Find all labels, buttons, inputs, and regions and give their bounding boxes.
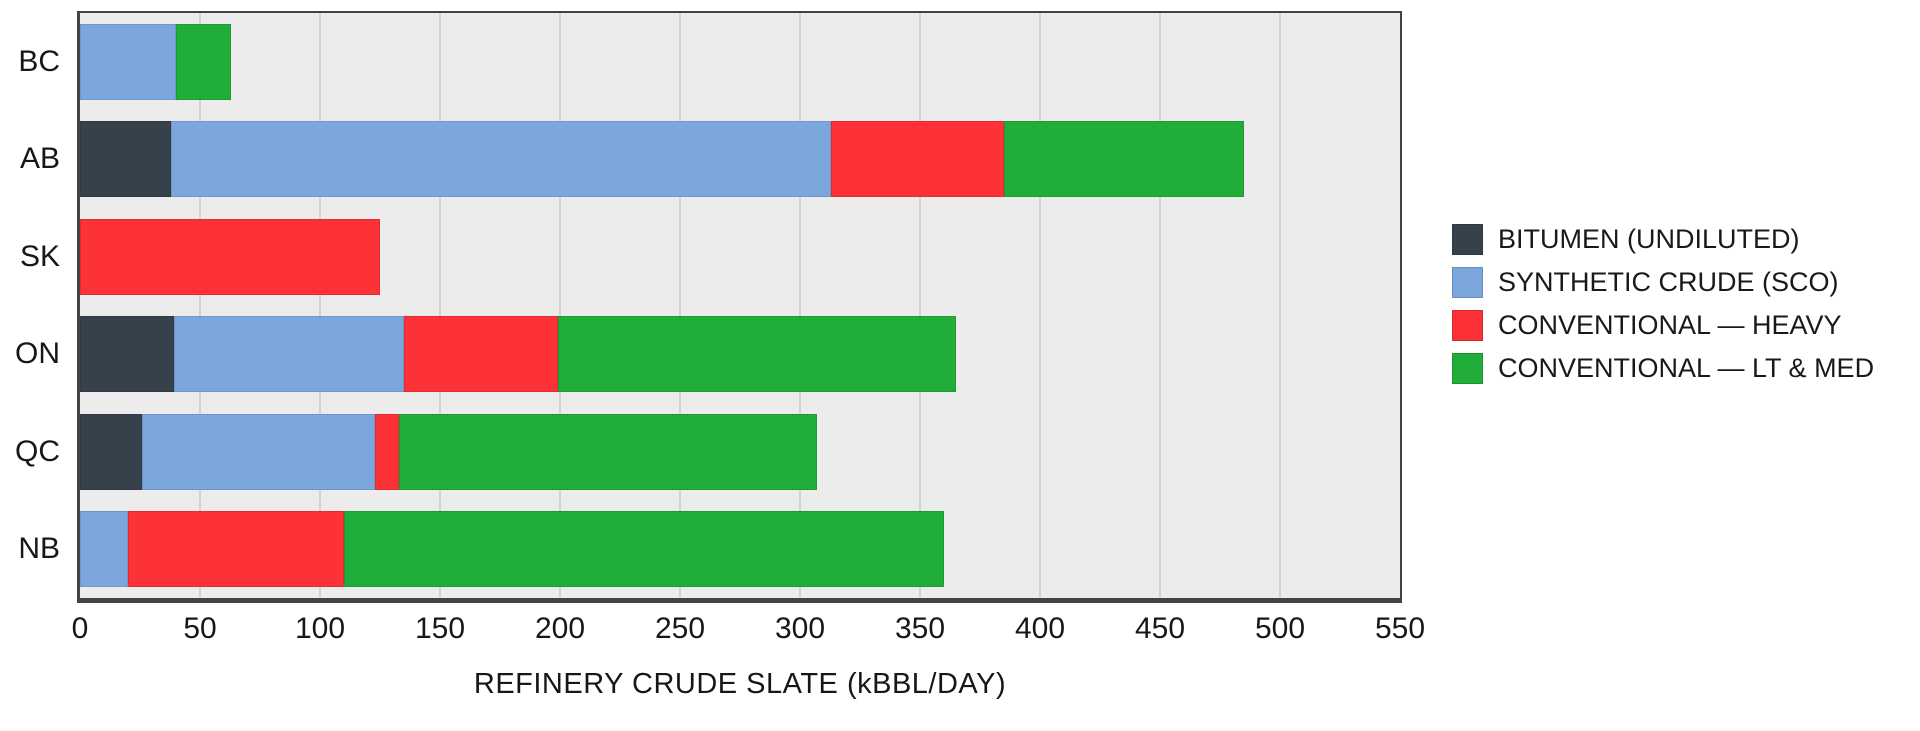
bar-segment — [80, 23, 176, 100]
gridline — [679, 13, 681, 598]
bar-row-qc — [80, 413, 1400, 490]
y-axis-label: BC — [18, 44, 60, 78]
legend-swatch — [1452, 353, 1483, 384]
x-tick-label: 450 — [1134, 612, 1186, 645]
y-axis-label: SK — [19, 239, 60, 273]
legend-swatch — [1452, 224, 1483, 255]
gridline — [919, 13, 921, 598]
bar-segment — [80, 413, 143, 490]
x-axis-title: REFINERY CRUDE SLATE (kBBL/DAY) — [473, 668, 1007, 700]
bar-segment — [557, 316, 956, 393]
bar-segment — [128, 511, 344, 588]
legend-swatch — [1452, 267, 1483, 298]
legend: BITUMEN (UNDILUTED) SYNTHETIC CRUDE (SCO)… — [1452, 224, 1874, 396]
gridline — [319, 13, 321, 598]
bar-segment — [142, 413, 376, 490]
legend-item: SYNTHETIC CRUDE (SCO) — [1452, 267, 1874, 298]
bar-segment — [344, 511, 944, 588]
gridline — [439, 13, 441, 598]
bar-segment — [173, 316, 404, 393]
plot-area — [77, 11, 1402, 603]
bar-segment — [171, 121, 832, 198]
y-axis-label: ON — [15, 337, 60, 371]
bar-segment — [1004, 121, 1244, 198]
x-tick-label: 300 — [774, 612, 826, 645]
bar-segment — [404, 316, 558, 393]
bar-row-sk — [80, 218, 1400, 295]
x-tick-label: 350 — [894, 612, 946, 645]
y-axis-label: NB — [18, 532, 60, 566]
x-tick-label: 550 — [1374, 612, 1426, 645]
bar-row-nb — [80, 511, 1400, 588]
gridline — [1279, 13, 1281, 598]
x-tick-label: 500 — [1254, 612, 1306, 645]
legend-label: BITUMEN (UNDILUTED) — [1498, 224, 1800, 254]
gridline — [559, 13, 561, 598]
legend-item: BITUMEN (UNDILUTED) — [1452, 224, 1874, 255]
bar-row-on — [80, 316, 1400, 393]
x-tick-label: 0 — [71, 612, 89, 645]
legend-swatch — [1452, 310, 1483, 341]
x-tick-label: 250 — [654, 612, 706, 645]
gridline — [199, 13, 201, 598]
bar-row-ab — [80, 121, 1400, 198]
x-tick-label: 400 — [1014, 612, 1066, 645]
bar-segment — [375, 413, 400, 490]
legend-item: CONVENTIONAL — LT & MED — [1452, 353, 1874, 384]
legend-label: CONVENTIONAL — LT & MED — [1498, 353, 1875, 383]
x-tick-label: 200 — [534, 612, 586, 645]
x-tick-label: 150 — [414, 612, 466, 645]
bar-segment — [176, 23, 232, 100]
y-axis-label: QC — [15, 434, 60, 468]
bar-segment — [80, 511, 128, 588]
gridline — [1159, 13, 1161, 598]
y-axis-label: AB — [19, 142, 60, 176]
bar-segment — [80, 218, 380, 295]
bar-segment — [80, 316, 174, 393]
gridline — [1039, 13, 1041, 598]
legend-label: SYNTHETIC CRUDE (SCO) — [1498, 267, 1839, 297]
bar-segment — [399, 413, 817, 490]
bar-segment — [80, 121, 172, 198]
x-tick-label: 50 — [183, 612, 217, 645]
gridline — [799, 13, 801, 598]
bar-segment — [831, 121, 1004, 198]
x-tick-label: 100 — [294, 612, 346, 645]
bar-row-bc — [80, 23, 1400, 100]
legend-label: CONVENTIONAL — HEAVY — [1498, 310, 1842, 340]
legend-item: CONVENTIONAL — HEAVY — [1452, 310, 1874, 341]
